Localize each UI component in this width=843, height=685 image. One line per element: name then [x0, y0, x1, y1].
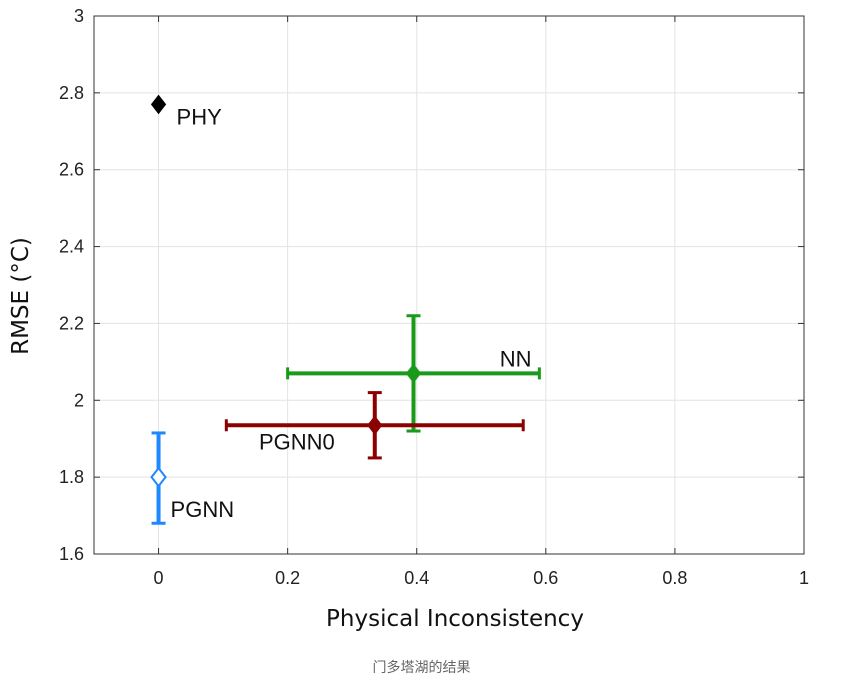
markers	[150, 94, 422, 488]
y-tick-label: 2.6	[59, 160, 84, 180]
x-tick-label: 0.4	[404, 568, 429, 588]
y-tick-label: 1.8	[59, 467, 84, 487]
y-tick-label: 2.4	[59, 237, 84, 257]
pgnn0-marker	[367, 415, 383, 436]
y-tick-label: 3	[74, 6, 84, 26]
x-axis-title: Physical Inconsistency	[326, 606, 584, 632]
tick-marks	[94, 15, 805, 555]
x-tick-label: 0.8	[662, 568, 687, 588]
point-labels: PHY NN PGNN0 PGNN	[171, 104, 532, 522]
nn-label: NN	[500, 346, 532, 371]
phy-label: PHY	[177, 104, 223, 129]
nn-marker	[405, 363, 422, 384]
x-tick-label: 1	[799, 568, 809, 588]
figure-caption: 门多塔湖的结果	[372, 660, 471, 676]
phy-marker	[150, 94, 167, 115]
plot-frame	[93, 15, 805, 555]
error-bars	[151, 314, 541, 525]
y-tick-label: 2	[74, 390, 84, 410]
y-tick-labels: 1.6 1.8 2 2.2 2.4 2.6 2.8 3	[59, 6, 84, 564]
y-axis-title: RMSE (°C)	[8, 237, 34, 355]
x-tick-label: 0.6	[533, 568, 558, 588]
pgnn0-label: PGNN0	[259, 429, 335, 454]
y-tick-label: 1.6	[59, 544, 84, 564]
x-tick-label: 0.2	[275, 568, 300, 588]
grid	[94, 15, 805, 555]
x-tick-label: 0	[154, 568, 164, 588]
pgnn-marker	[150, 466, 167, 488]
pgnn-label: PGNN	[171, 497, 235, 522]
y-tick-label: 2.2	[59, 313, 84, 333]
x-tick-labels: 0 0.2 0.4 0.6 0.8 1	[154, 568, 809, 588]
y-tick-label: 2.8	[59, 83, 84, 103]
